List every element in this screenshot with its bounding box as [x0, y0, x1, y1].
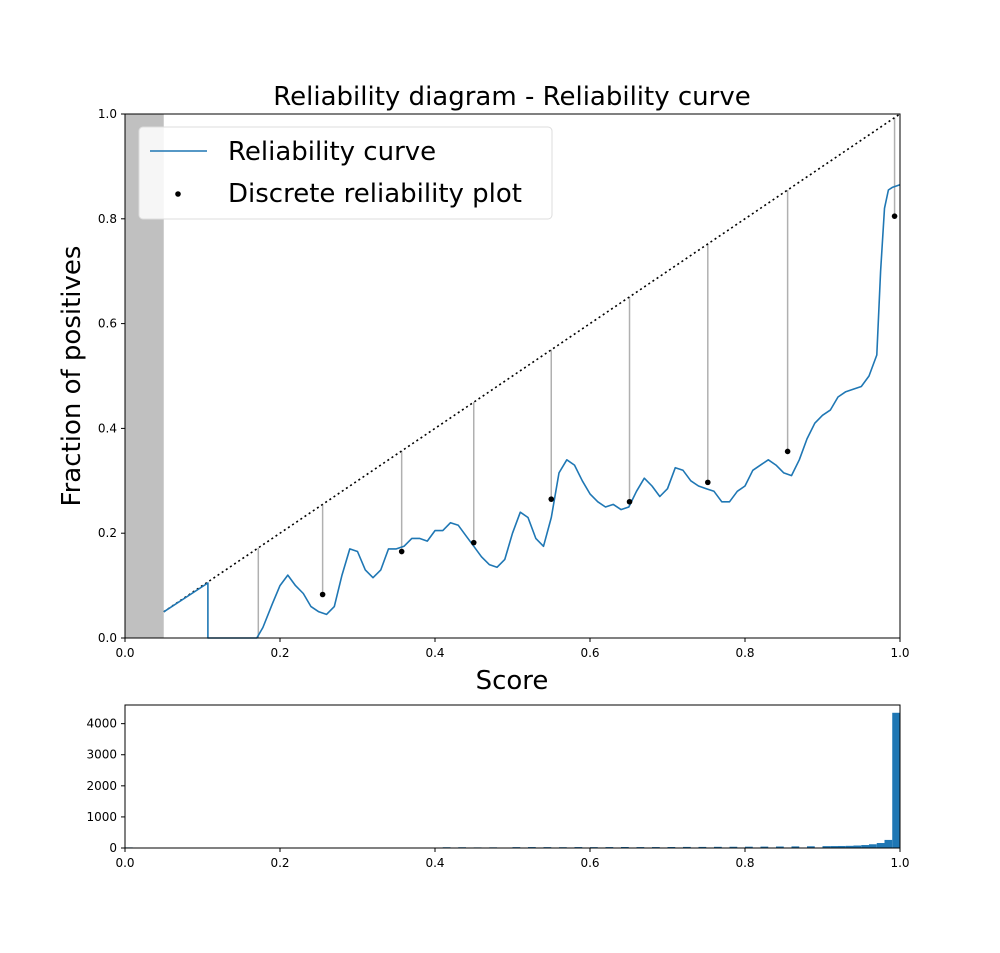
gap-lines: [257, 117, 896, 638]
main-x-ticks: 0.0 0.2 0.4 0.6 0.8 1.0: [115, 638, 910, 660]
histogram-bar: [830, 846, 838, 848]
y-tick-label: 0.8: [98, 212, 117, 226]
y-tick-label: 0.2: [98, 526, 117, 540]
x-tick-label: 0.8: [735, 646, 754, 660]
y-tick-label: 0.0: [98, 631, 117, 645]
histogram-bar: [876, 843, 885, 848]
diagonal-line: [163, 113, 901, 613]
discrete-point: [784, 448, 791, 455]
legend: Reliability curve Discrete reliability p…: [138, 126, 553, 220]
hist-x-tick-label: 0.6: [580, 856, 599, 870]
score-histogram: 0.0 0.2 0.4 0.6 0.8 1.0 0 1000 2000 3000 4000: [86, 704, 910, 870]
y-tick-label: 0.4: [98, 421, 117, 435]
histogram-bar: [853, 845, 862, 848]
reliability-curve-series: [163, 183, 901, 639]
histogram-bar: [892, 712, 900, 848]
discrete-point: [548, 496, 555, 502]
chart-title: Reliability diagram - Reliability curve: [273, 82, 750, 112]
histogram-bar: [729, 846, 738, 848]
x-tick-label: 0.0: [115, 646, 134, 660]
hist-y-tick-label: 3000: [86, 748, 117, 762]
discrete-reliability-points: [319, 213, 898, 598]
hist-x-tick-label: 1.0: [890, 856, 909, 870]
hist-axes-frame: [124, 704, 901, 849]
reliability-curve-line: [163, 183, 901, 639]
discrete-point: [398, 548, 405, 555]
legend-dot-swatch: [175, 191, 181, 197]
perfect-calibration-line: [163, 113, 901, 613]
hist-y-ticks: 0 1000 2000 3000 4000: [86, 717, 125, 855]
main-y-ticks: 0.0 0.2 0.4 0.6 0.8 1.0: [98, 107, 125, 645]
x-axis-label: Score: [476, 666, 549, 696]
hist-x-tick-label: 0.0: [115, 856, 134, 870]
x-tick-label: 1.0: [890, 646, 909, 660]
legend-label-reliability-curve: Reliability curve: [228, 137, 436, 167]
hist-y-tick-label: 2000: [86, 779, 117, 793]
hist-x-ticks: 0.0 0.2 0.4 0.6 0.8 1.0: [115, 848, 910, 870]
histogram-bar: [845, 845, 854, 848]
histogram-bar: [776, 846, 784, 848]
histogram-bar: [838, 845, 846, 848]
main-axes-frame: [124, 113, 901, 639]
histogram-bar: [791, 846, 800, 848]
y-axis-label: Fraction of positives: [57, 246, 87, 507]
discrete-point: [705, 479, 711, 486]
histogram-bar: [745, 846, 753, 848]
legend-label-discrete-plot: Discrete reliability plot: [228, 179, 522, 209]
reliability-chart: 0.0 0.2 0.4 0.6 0.8 1.0 0.0 0.2 0.4 0.6 0.8 1.0 Re…: [57, 82, 910, 696]
hist-x-tick-label: 0.4: [425, 856, 444, 870]
x-tick-label: 0.4: [425, 646, 444, 660]
hist-y-tick-label: 4000: [86, 717, 117, 731]
histogram-bar: [714, 846, 722, 848]
hist-y-tick-label: 0: [109, 841, 117, 855]
histogram-bar: [683, 846, 691, 848]
hist-y-tick-label: 1000: [86, 810, 117, 824]
y-tick-label: 1.0: [98, 107, 117, 121]
discrete-point: [891, 213, 898, 219]
histogram-bar: [884, 839, 893, 848]
histogram-bar: [822, 846, 831, 848]
histogram-bar: [869, 844, 877, 848]
hist-x-tick-label: 0.2: [270, 856, 289, 870]
histogram-bar: [760, 846, 769, 848]
x-tick-label: 0.6: [580, 646, 599, 660]
discrete-point: [626, 498, 633, 505]
histogram-bar: [807, 846, 815, 848]
y-tick-label: 0.6: [98, 317, 117, 331]
histogram-bar: [861, 845, 869, 848]
histogram-bar: [698, 846, 707, 848]
legend-box: [138, 126, 553, 220]
discrete-point: [470, 539, 477, 546]
discrete-point: [319, 591, 326, 598]
x-tick-label: 0.2: [270, 646, 289, 660]
hist-x-tick-label: 0.8: [735, 856, 754, 870]
